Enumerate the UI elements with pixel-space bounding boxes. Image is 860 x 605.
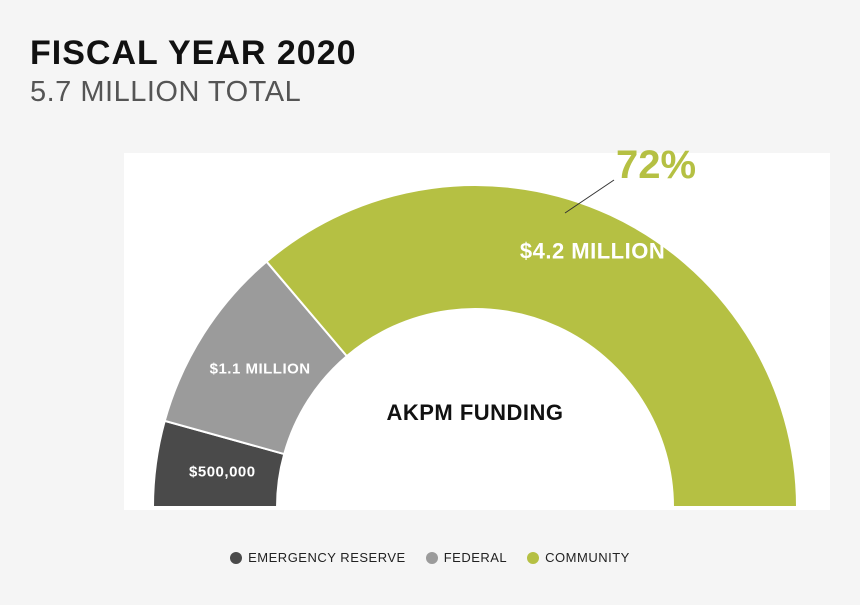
- annotation-percent: 72%: [616, 143, 696, 187]
- chart-slice-labels: $500,000 $1.1 MILLION $4.2 MILLION: [189, 239, 665, 481]
- chart-legend: EMERGENCY RESERVE FEDERAL COMMUNITY: [0, 550, 860, 565]
- legend-label: COMMUNITY: [545, 550, 630, 565]
- slice-community: [265, 184, 799, 508]
- legend-item-community: COMMUNITY: [527, 550, 630, 565]
- legend-swatch: [425, 551, 438, 564]
- chart-subtitle: 5.7 MILLION TOTAL: [30, 76, 302, 108]
- chart-title: FISCAL YEAR 2020: [30, 34, 357, 72]
- slice-label-federal: $1.1 MILLION: [210, 361, 311, 378]
- center-label: AKPM FUNDING: [386, 400, 563, 425]
- slice-label-emergency-reserve: $500,000: [189, 464, 256, 481]
- legend-item-emergency-reserve: EMERGENCY RESERVE: [230, 550, 406, 565]
- legend-label: FEDERAL: [443, 550, 508, 565]
- slice-label-community: $4.2 MILLION: [520, 239, 665, 264]
- chart-slices: [151, 184, 799, 508]
- legend-swatch: [230, 551, 243, 564]
- annotation-leader-line: [564, 179, 615, 214]
- legend-label: EMERGENCY RESERVE: [248, 550, 406, 565]
- legend-item-federal: FEDERAL: [425, 550, 508, 565]
- legend-swatch: [527, 551, 540, 564]
